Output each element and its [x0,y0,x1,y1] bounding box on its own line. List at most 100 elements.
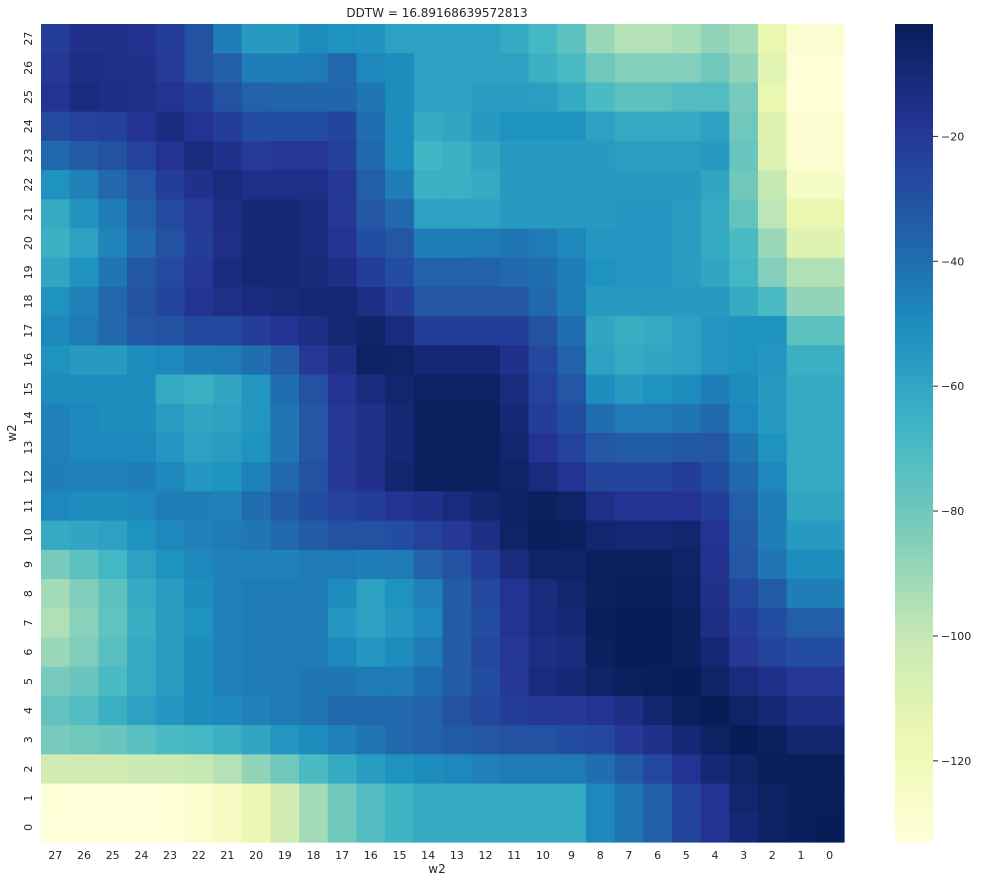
x-tick-label: 2 [769,849,776,862]
heatmap-cell [184,257,214,288]
heatmap-cell [155,549,185,580]
heatmap-cell [356,403,386,434]
heatmap-cell [155,316,185,346]
heatmap-cell [270,345,300,376]
heatmap-cell [213,82,243,113]
heatmap-cell [213,695,243,726]
heatmap-cell [155,257,185,288]
heatmap-cell [442,199,472,230]
heatmap-cell [757,754,788,785]
x-tick-label: 6 [654,849,661,862]
heatmap-cell [499,433,530,463]
heatmap-cell [786,199,816,230]
heatmap-cell [41,754,71,785]
heatmap-cell [356,140,386,171]
y-tick-label: 26 [22,61,35,75]
heatmap-cell [815,24,845,54]
heatmap-cell [557,812,587,843]
heatmap-cell [127,24,157,54]
y-tick-label: 4 [22,707,35,714]
heatmap-cell [442,637,472,668]
heatmap-cell [413,170,444,200]
heatmap-cell [585,637,616,668]
heatmap-cell [442,579,472,609]
heatmap-cell [385,82,415,113]
heatmap-cell [385,53,415,84]
heatmap-cell [241,695,272,726]
heatmap-cell [98,316,128,346]
heatmap-cell [471,783,501,814]
heatmap-cell [155,754,185,785]
heatmap-cell [127,228,157,259]
heatmap-cell [528,812,558,843]
heatmap-cell [299,549,329,580]
heatmap-cell [184,53,214,84]
heatmap-cell [786,637,816,668]
heatmap-cell [127,257,157,288]
heatmap-cell [585,228,616,259]
heatmap-cell [69,491,99,522]
heatmap-cell [155,170,185,200]
heatmap-cell [299,24,329,54]
heatmap-cell [327,549,358,580]
heatmap-cell [442,812,472,843]
heatmap-cell [327,286,358,317]
heatmap-cell [155,111,185,142]
heatmap-cell [41,812,71,843]
heatmap-cell [184,170,214,200]
heatmap-cell [499,695,530,726]
heatmap-cell [700,491,730,522]
heatmap-cell [98,286,128,317]
heatmap-cell [700,783,730,814]
heatmap-cell [442,433,472,463]
heatmap-cell [757,403,788,434]
heatmap-cell [356,579,386,609]
heatmap-cell [643,520,673,551]
heatmap-cell [643,783,673,814]
heatmap-cell [299,579,329,609]
heatmap-cell [213,286,243,317]
heatmap-cell [815,316,845,346]
heatmap-cell [643,345,673,376]
heatmap-cell [241,374,272,405]
heatmap-cell [499,316,530,346]
heatmap-cell [815,520,845,551]
heatmap-cell [327,403,358,434]
heatmap-cell [241,170,272,200]
heatmap-cell [757,783,788,814]
heatmap-cell [127,491,157,522]
heatmap-cell [499,170,530,200]
heatmap-cell [184,666,214,697]
heatmap-cell [442,345,472,376]
heatmap-cell [213,783,243,814]
heatmap-cell [614,637,644,668]
heatmap-cell [299,82,329,113]
heatmap-cell [356,754,386,785]
heatmap-cell [614,53,644,84]
heatmap-cell [815,695,845,726]
chart-title: DDTW = 16.89168639572813 [346,6,527,20]
y-tick-label: 15 [22,382,35,396]
heatmap-cell [327,608,358,639]
heatmap-cell [413,316,444,346]
heatmap-cell [471,403,501,434]
heatmap-cell [98,257,128,288]
heatmap-cell [729,111,759,142]
heatmap-cell [241,111,272,142]
heatmap-cell [385,24,415,54]
heatmap-cell [786,666,816,697]
heatmap-cell [757,199,788,230]
heatmap-cell [385,725,415,755]
heatmap-cell [528,316,558,346]
heatmap-cell [413,812,444,843]
heatmap-cell [700,462,730,493]
heatmap-cell [442,257,472,288]
heatmap-cell [356,228,386,259]
heatmap-cell [413,666,444,697]
heatmap-cell [69,579,99,609]
heatmap-cell [786,520,816,551]
heatmap-cell [213,637,243,668]
heatmap-cell [127,140,157,171]
heatmap-cell [413,228,444,259]
heatmap-cell [442,608,472,639]
